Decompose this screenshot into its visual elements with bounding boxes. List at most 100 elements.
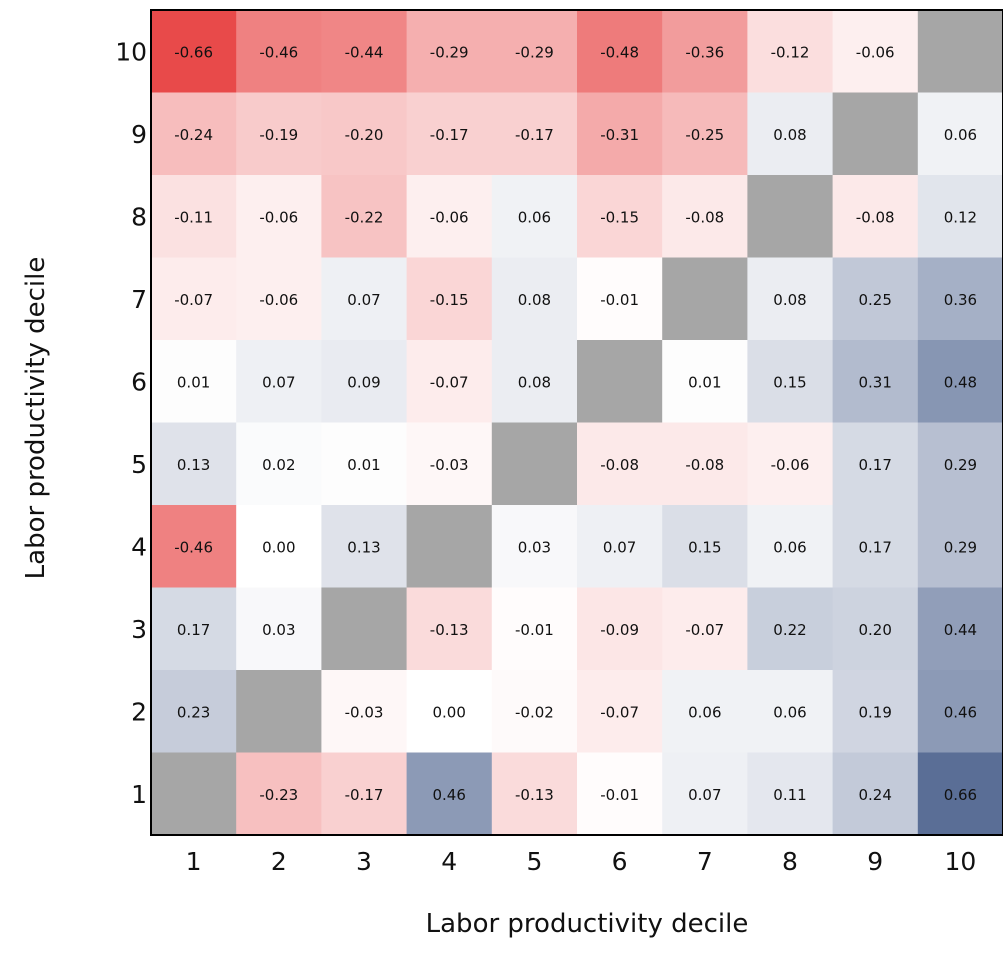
cell-value-label: 0.17 <box>858 538 891 556</box>
cell-value-label: -0.22 <box>345 208 384 226</box>
heatmap-cell <box>321 422 408 506</box>
cell-value-label: 0.01 <box>688 373 721 391</box>
heatmap-cell <box>577 505 663 588</box>
heatmap-cell <box>662 10 748 93</box>
heatmap-cell <box>662 752 748 836</box>
heatmap-cell <box>321 175 408 258</box>
heatmap-cell <box>151 340 237 423</box>
cell-value-label: 0.23 <box>177 703 210 721</box>
cell-value-label: -0.06 <box>259 291 298 309</box>
heatmap-cell <box>236 752 322 836</box>
cell-value-label: 0.11 <box>773 786 806 804</box>
heatmap-cell <box>406 670 493 753</box>
cell-value-label: -0.06 <box>771 456 810 474</box>
heatmap-cell <box>917 257 1003 341</box>
x-tick-label: 6 <box>612 847 628 876</box>
heatmap-cell <box>406 340 493 423</box>
cell-value-label: 0.07 <box>347 291 380 309</box>
heatmap-cell <box>832 587 919 671</box>
cell-value-label: -0.08 <box>856 208 895 226</box>
heatmap-cell <box>151 10 237 93</box>
heatmap-cell <box>151 175 237 258</box>
cell-value-label: -0.07 <box>430 373 469 391</box>
heatmap-cell <box>406 257 493 341</box>
x-axis-title: Labor productivity decile <box>426 909 749 939</box>
heatmap-cell <box>747 175 834 258</box>
heatmap-cell <box>577 92 663 176</box>
heatmap-cell <box>917 670 1003 753</box>
heatmap-cell <box>491 10 578 93</box>
cell-value-label: -0.01 <box>515 621 554 639</box>
heatmap-cell <box>236 10 322 93</box>
cell-value-label: -0.17 <box>515 126 554 144</box>
heatmap-cell <box>917 10 1003 93</box>
heatmap-cell <box>151 505 237 588</box>
heatmap-cell <box>236 175 322 258</box>
heatmap-cell <box>577 10 663 93</box>
heatmap-cell <box>917 92 1003 176</box>
cell-value-label: -0.02 <box>515 703 554 721</box>
heatmap-cell <box>236 422 322 506</box>
heatmap-cell <box>832 10 919 93</box>
cell-value-label: -0.19 <box>259 126 298 144</box>
y-tick-label: 10 <box>115 37 147 66</box>
heatmap-cell <box>321 752 408 836</box>
cell-value-label: 0.66 <box>944 786 977 804</box>
heatmap-cell <box>406 505 493 588</box>
cell-value-label: 0.06 <box>518 208 551 226</box>
heatmap-cell <box>832 422 919 506</box>
heatmap-cell <box>747 92 834 176</box>
cell-value-label: 0.29 <box>944 538 977 556</box>
heatmap-cell <box>236 257 322 341</box>
heatmap-cell <box>577 587 663 671</box>
y-tick-label: 3 <box>131 615 147 644</box>
y-tick-label: 1 <box>131 780 147 809</box>
cell-value-label: -0.15 <box>430 291 469 309</box>
cell-value-label: 0.44 <box>944 621 977 639</box>
heatmap-cell <box>406 422 493 506</box>
cell-value-label: -0.29 <box>430 43 469 61</box>
heatmap-cell <box>491 505 578 588</box>
heatmap-cell <box>577 670 663 753</box>
cell-value-label: 0.03 <box>518 538 551 556</box>
x-tick-label: 7 <box>697 847 713 876</box>
cell-value-label: -0.06 <box>856 43 895 61</box>
cell-value-label: -0.25 <box>685 126 724 144</box>
x-axis-ticks: 1 2 3 4 5 6 7 8 9 10 <box>186 847 977 876</box>
cell-value-label: 0.46 <box>432 786 465 804</box>
heatmap-cell <box>662 175 748 258</box>
cell-value-label: 0.07 <box>688 786 721 804</box>
cell-value-label: -0.12 <box>771 43 810 61</box>
heatmap-cell <box>236 340 322 423</box>
cell-value-label: -0.46 <box>174 538 213 556</box>
cell-value-label: -0.17 <box>430 126 469 144</box>
cell-value-label: 0.15 <box>773 373 806 391</box>
x-tick-label: 1 <box>186 847 202 876</box>
heatmap-cell <box>491 670 578 753</box>
heatmap-cell <box>662 422 748 506</box>
heatmap-cell <box>321 587 408 671</box>
y-tick-label: 9 <box>131 120 147 149</box>
cell-value-label: 0.00 <box>432 703 465 721</box>
heatmap-cell <box>151 257 237 341</box>
heatmap-cell <box>321 340 408 423</box>
cell-value-label: 0.12 <box>944 208 977 226</box>
cell-value-label: -0.13 <box>430 621 469 639</box>
cell-value-label: 0.07 <box>262 373 295 391</box>
heatmap-cell <box>747 752 834 836</box>
heatmap-cell <box>832 257 919 341</box>
heatmap-cell <box>236 587 322 671</box>
cell-value-label: 0.06 <box>773 703 806 721</box>
cell-value-label: 0.19 <box>858 703 891 721</box>
cell-value-label: -0.01 <box>600 291 639 309</box>
x-tick-label: 5 <box>526 847 542 876</box>
cell-value-label: 0.09 <box>347 373 380 391</box>
cell-value-label: -0.31 <box>600 126 639 144</box>
y-tick-label: 6 <box>131 367 147 396</box>
heatmap-cell <box>406 587 493 671</box>
heatmap-cell <box>491 340 578 423</box>
heatmap-cell <box>151 587 237 671</box>
heatmap-cell <box>491 175 578 258</box>
cell-value-label: 0.08 <box>518 291 551 309</box>
